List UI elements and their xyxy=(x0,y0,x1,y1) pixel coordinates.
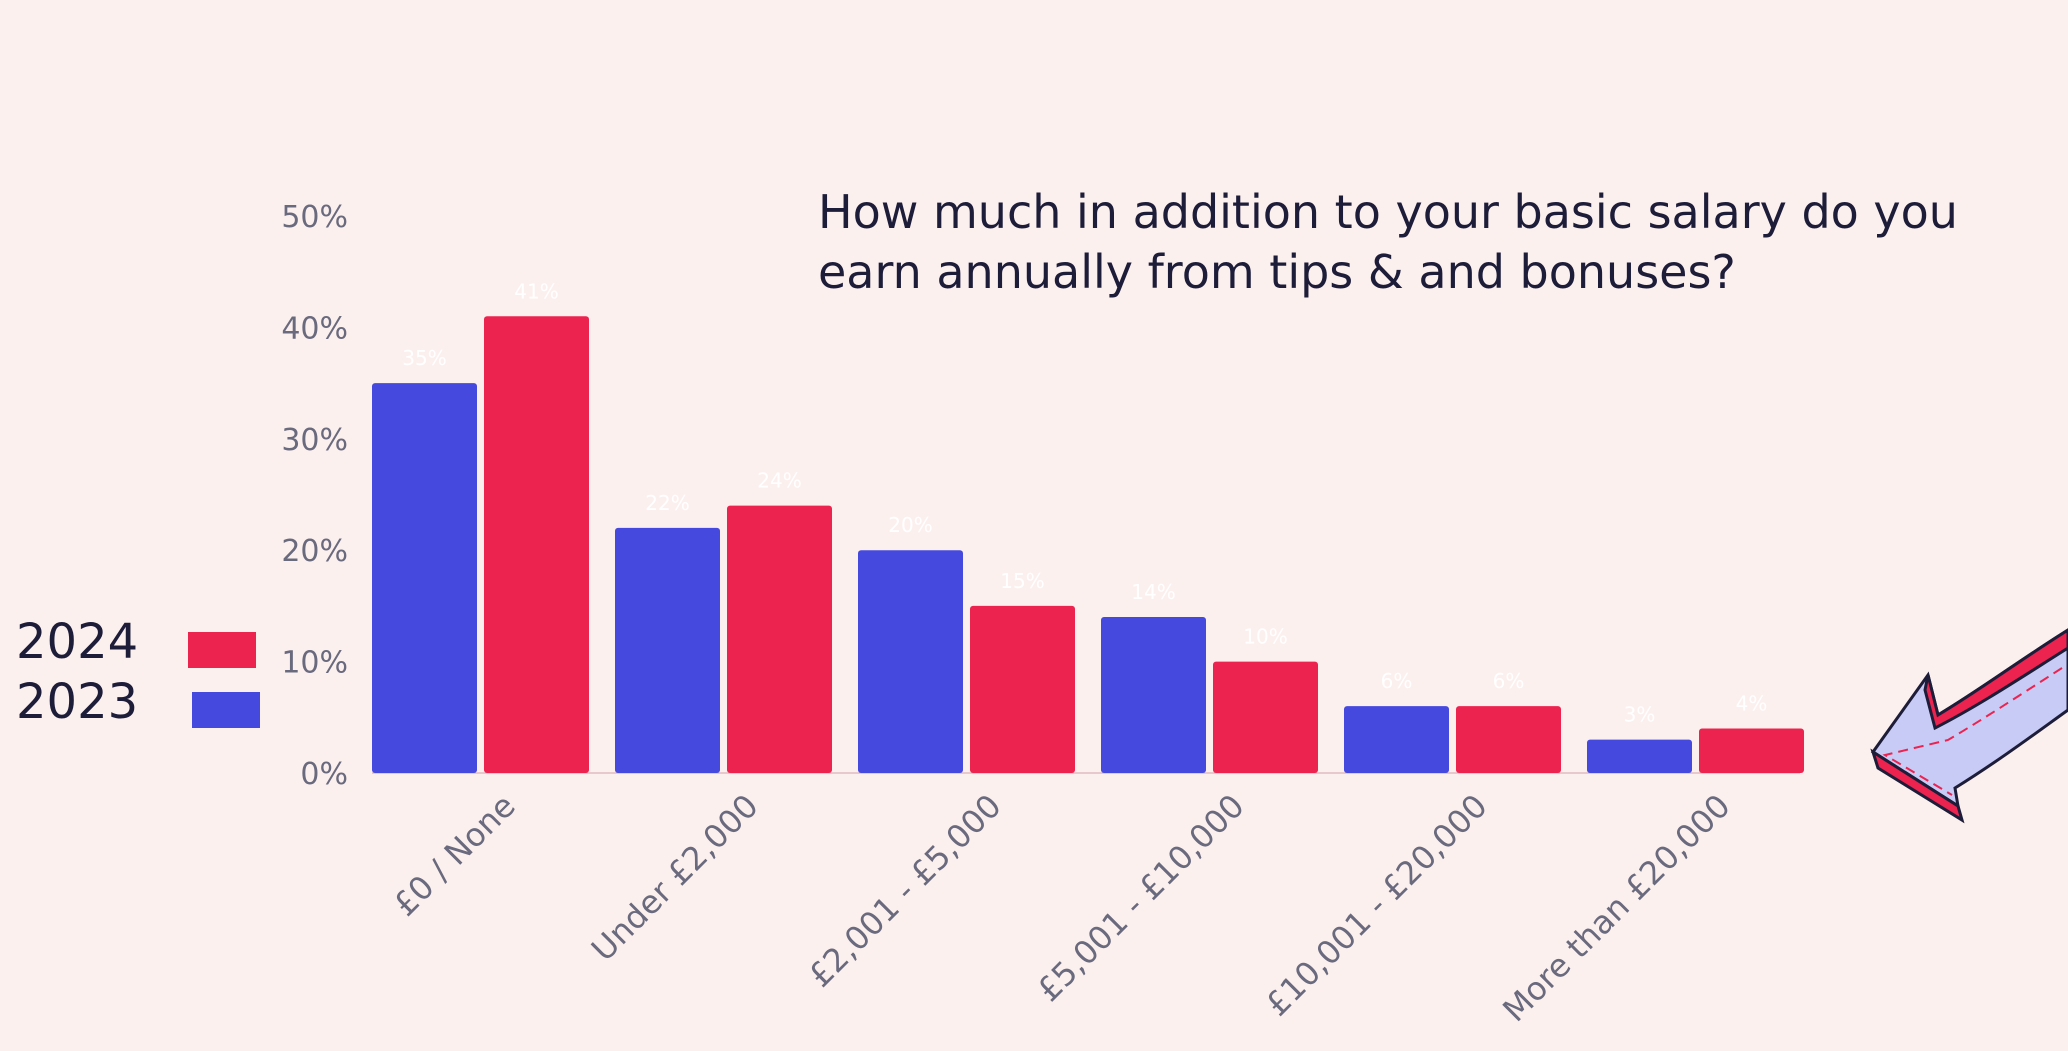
bars xyxy=(372,316,1804,773)
bar-2023 xyxy=(615,527,720,773)
y-tick-label: 20% xyxy=(281,534,348,569)
data-label: 14% xyxy=(1131,580,1175,604)
x-tick-label: £5,001 - £10,000 xyxy=(1029,787,1251,1009)
y-tick-label: 50% xyxy=(281,200,348,235)
data-label: 6% xyxy=(1493,669,1525,693)
bar-2023 xyxy=(1344,706,1449,773)
bar-2023 xyxy=(1101,617,1206,773)
bar-2024 xyxy=(1456,706,1561,773)
x-axis: £0 / None Under £2,000 £2,001 - £5,000 £5,0… xyxy=(386,787,1738,1029)
bar-2023 xyxy=(858,550,963,773)
x-tick-label: More than £20,000 xyxy=(1495,787,1737,1029)
data-label: 3% xyxy=(1624,703,1656,727)
legend-label: 2024 xyxy=(16,614,139,670)
y-axis: 0% 10% 20% 30% 40% 50% xyxy=(281,200,1800,792)
bar-2023 xyxy=(372,383,477,773)
legend-label: 2023 xyxy=(16,674,139,730)
data-label: 20% xyxy=(888,513,932,537)
legend-swatch xyxy=(188,632,256,668)
data-label: 10% xyxy=(1243,625,1287,649)
data-label: 6% xyxy=(1381,669,1413,693)
y-tick-label: 10% xyxy=(281,646,348,681)
data-label: 41% xyxy=(514,279,558,303)
data-label: 15% xyxy=(1000,569,1044,593)
chart-title: How much in addition to your basic salar… xyxy=(818,185,1958,299)
x-tick-label: £2,001 - £5,000 xyxy=(801,787,1009,995)
data-label: 24% xyxy=(757,469,801,493)
x-tick-label: £10,001 - £20,000 xyxy=(1258,787,1495,1024)
data-label: 35% xyxy=(402,346,446,370)
data-label: 22% xyxy=(645,491,689,515)
x-tick-label: Under £2,000 xyxy=(584,787,766,969)
y-tick-label: 30% xyxy=(281,423,348,458)
y-tick-label: 40% xyxy=(281,311,348,346)
bar-2024 xyxy=(1699,728,1804,773)
bar-2024 xyxy=(484,316,589,773)
legend-swatch xyxy=(192,692,260,728)
data-labels: 35% 41% 22% 24% 20% 15% 14% 10% 6% 6% 3% 4% xyxy=(402,279,1767,726)
y-tick-label: 0% xyxy=(300,757,348,792)
arrow-icon xyxy=(1870,628,2068,824)
bar-2024 xyxy=(1213,661,1318,773)
bar-2024 xyxy=(727,505,832,773)
bar-2024 xyxy=(970,605,1075,773)
bar-2023 xyxy=(1587,739,1692,773)
data-label: 4% xyxy=(1736,691,1768,715)
x-tick-label: £0 / None xyxy=(386,787,523,924)
